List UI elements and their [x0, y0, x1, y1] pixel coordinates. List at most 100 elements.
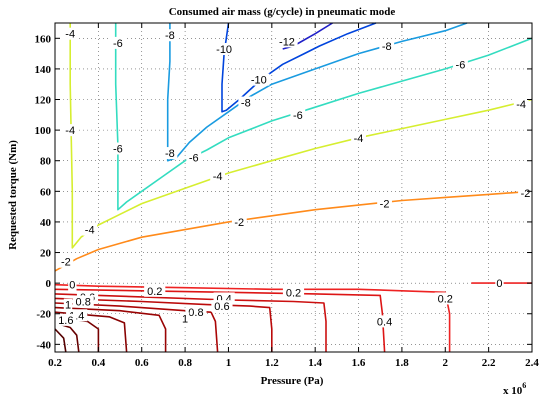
contour-label-text: 0.6: [214, 301, 229, 313]
contour-label-text: -6: [113, 143, 123, 155]
contour-label-text: -6: [189, 153, 199, 165]
contour-label: 0.8: [185, 306, 207, 319]
x-tick-label: 2: [443, 357, 449, 369]
contour-label: -6: [290, 108, 306, 122]
contour-label-text: 1: [65, 300, 71, 312]
x-axis-multiplier: x 106: [503, 381, 526, 397]
contour-label: -8: [379, 39, 395, 53]
y-tick-label: 160: [35, 33, 52, 45]
y-tick-label: 20: [40, 248, 52, 260]
y-tick-label: -20: [36, 309, 51, 321]
contour-line: [54, 288, 386, 353]
y-tick-label: 100: [35, 125, 52, 137]
y-tick-label: 0: [46, 278, 52, 290]
contour-label: 0.2: [144, 284, 166, 298]
contour-label: 0.4: [373, 315, 396, 328]
y-tick-label: -40: [36, 339, 51, 351]
contour-label-bg: [211, 300, 233, 313]
x-tick-label: 2.2: [482, 357, 496, 369]
contour-label-bg: [63, 298, 73, 311]
contour-label: -6: [110, 142, 126, 155]
contour-label-bg: [434, 292, 456, 305]
contour-label-bg: [186, 151, 202, 164]
contour-label-bg: [180, 312, 190, 325]
contour-label-text: -4: [213, 171, 223, 183]
x-tick-label: 0.2: [48, 357, 62, 369]
x-tick-label: 1.6: [352, 357, 366, 369]
x-tick-label: 0.6: [135, 357, 149, 369]
contour-label-bg: [162, 29, 178, 42]
chart-title: Consumed air mass (g/cycle) in pneumatic…: [169, 6, 396, 18]
x-tick-label: 1.2: [265, 357, 279, 369]
contour-line: [166, 22, 468, 162]
contour-label-text: 0.4: [377, 316, 392, 328]
contour-label-bg: [110, 36, 126, 49]
contour-label: -4: [82, 223, 98, 237]
contour-label: -8: [162, 147, 178, 160]
contour-line: [54, 293, 327, 352]
contour-label-bg: [210, 170, 226, 183]
contour-line: [54, 306, 167, 352]
contour-label-text: 1.6: [58, 315, 73, 327]
contour-label-bg: [58, 255, 74, 268]
contour-label-bg: [379, 39, 395, 52]
contour-label-text: -4: [65, 29, 75, 41]
contour-label-text: 0: [496, 278, 502, 290]
contour-label: -2: [518, 186, 533, 200]
contour-label-text: -8: [165, 148, 175, 160]
contour-label-bg: [62, 27, 78, 40]
contour-line: [282, 22, 333, 50]
contour-label-text: -12: [279, 36, 295, 48]
contour-label-text: -6: [456, 59, 466, 71]
contour-label-bg: [453, 58, 468, 71]
contour-label: -4: [210, 170, 226, 183]
contour-label-text: 0: [69, 280, 75, 292]
contour-label-bg: [82, 223, 98, 236]
contour-label: 1.6: [55, 313, 77, 327]
x-tick-label: 0.4: [91, 357, 105, 369]
contour-label-bg: [110, 142, 126, 155]
contour-label: -2: [377, 197, 392, 211]
contour-label: -4: [351, 131, 366, 145]
contour-line: [54, 328, 67, 353]
x-tick-label: 1.4: [308, 357, 322, 369]
contour-label: 0: [68, 278, 77, 292]
contour-label: 0.6: [211, 300, 233, 313]
contour-label-text: -2: [234, 217, 244, 229]
contour-label: 1: [180, 312, 190, 325]
contour-lines: [54, 22, 533, 353]
contour-label-bg: [162, 147, 178, 160]
contour-label: 0: [495, 277, 504, 290]
x-tick-label: 1.8: [395, 357, 409, 369]
y-tick-label: 140: [35, 64, 52, 76]
contour-label-bg: [68, 278, 77, 291]
contour-label: -4: [62, 27, 78, 41]
contour-label: 1: [63, 298, 73, 312]
contour-label-text: -2: [521, 188, 531, 200]
contour-label-bg: [231, 215, 247, 228]
contour-label-text: -4: [85, 225, 95, 237]
contour-label-bg: [62, 124, 78, 137]
plot-frame: [54, 22, 533, 353]
contour-label-text: 0.8: [188, 307, 203, 319]
contour-line: [114, 23, 533, 211]
contour-label: 0.2: [282, 286, 305, 299]
y-tick-label: 80: [40, 156, 52, 168]
contour-label-bg: [282, 286, 305, 299]
contour-label-text: -10: [251, 75, 267, 87]
contour-label-text: 0.2: [438, 293, 453, 305]
contour-label: -8: [162, 29, 178, 42]
contour-label-text: -8: [241, 98, 251, 110]
contour-label-bg: [276, 35, 298, 48]
contour-label-text: 0.8: [76, 297, 91, 309]
contour-label: -10: [213, 43, 235, 56]
x-tick-label: 1: [226, 357, 232, 369]
contour-label: -6: [186, 151, 202, 165]
contour-label-text: -6: [293, 110, 303, 122]
contour-label-text: -4: [65, 125, 75, 137]
x-tick-label: 0.8: [178, 357, 192, 369]
contour-label: -2: [58, 255, 74, 269]
contour-label-text: 1: [182, 313, 188, 325]
contour-label-bg: [213, 43, 235, 56]
contour-label-text: -4: [516, 99, 526, 111]
